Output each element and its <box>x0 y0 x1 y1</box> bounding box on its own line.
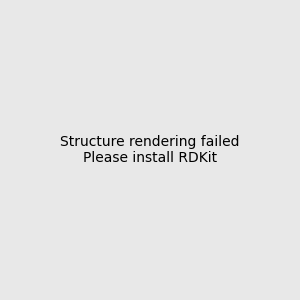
Text: Structure rendering failed
Please install RDKit: Structure rendering failed Please instal… <box>60 135 240 165</box>
